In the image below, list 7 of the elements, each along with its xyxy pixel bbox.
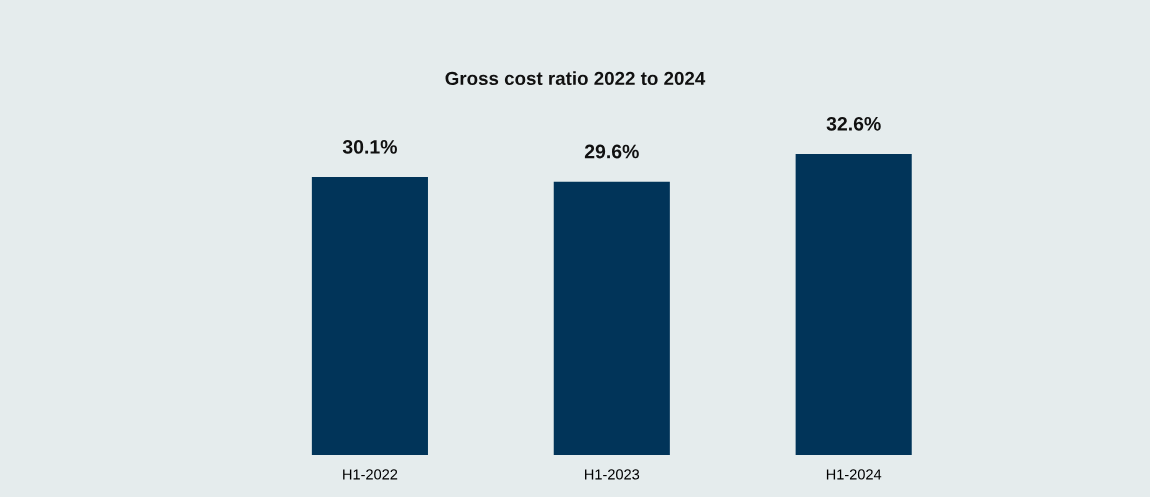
data-label: 30.1% [342,139,397,154]
data-label: 29.6% [584,144,639,159]
x-tick-label: H1-2022 [343,469,398,480]
x-tick-label: H1-2023 [585,469,640,480]
x-tick-label: H1-2024 [826,469,882,480]
data-label: 32.6% [826,116,881,131]
chart-title: Gross cost ratio 2022 to 2024 [445,71,706,86]
